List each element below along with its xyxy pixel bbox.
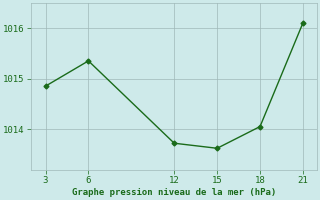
X-axis label: Graphe pression niveau de la mer (hPa): Graphe pression niveau de la mer (hPa) (72, 188, 276, 197)
